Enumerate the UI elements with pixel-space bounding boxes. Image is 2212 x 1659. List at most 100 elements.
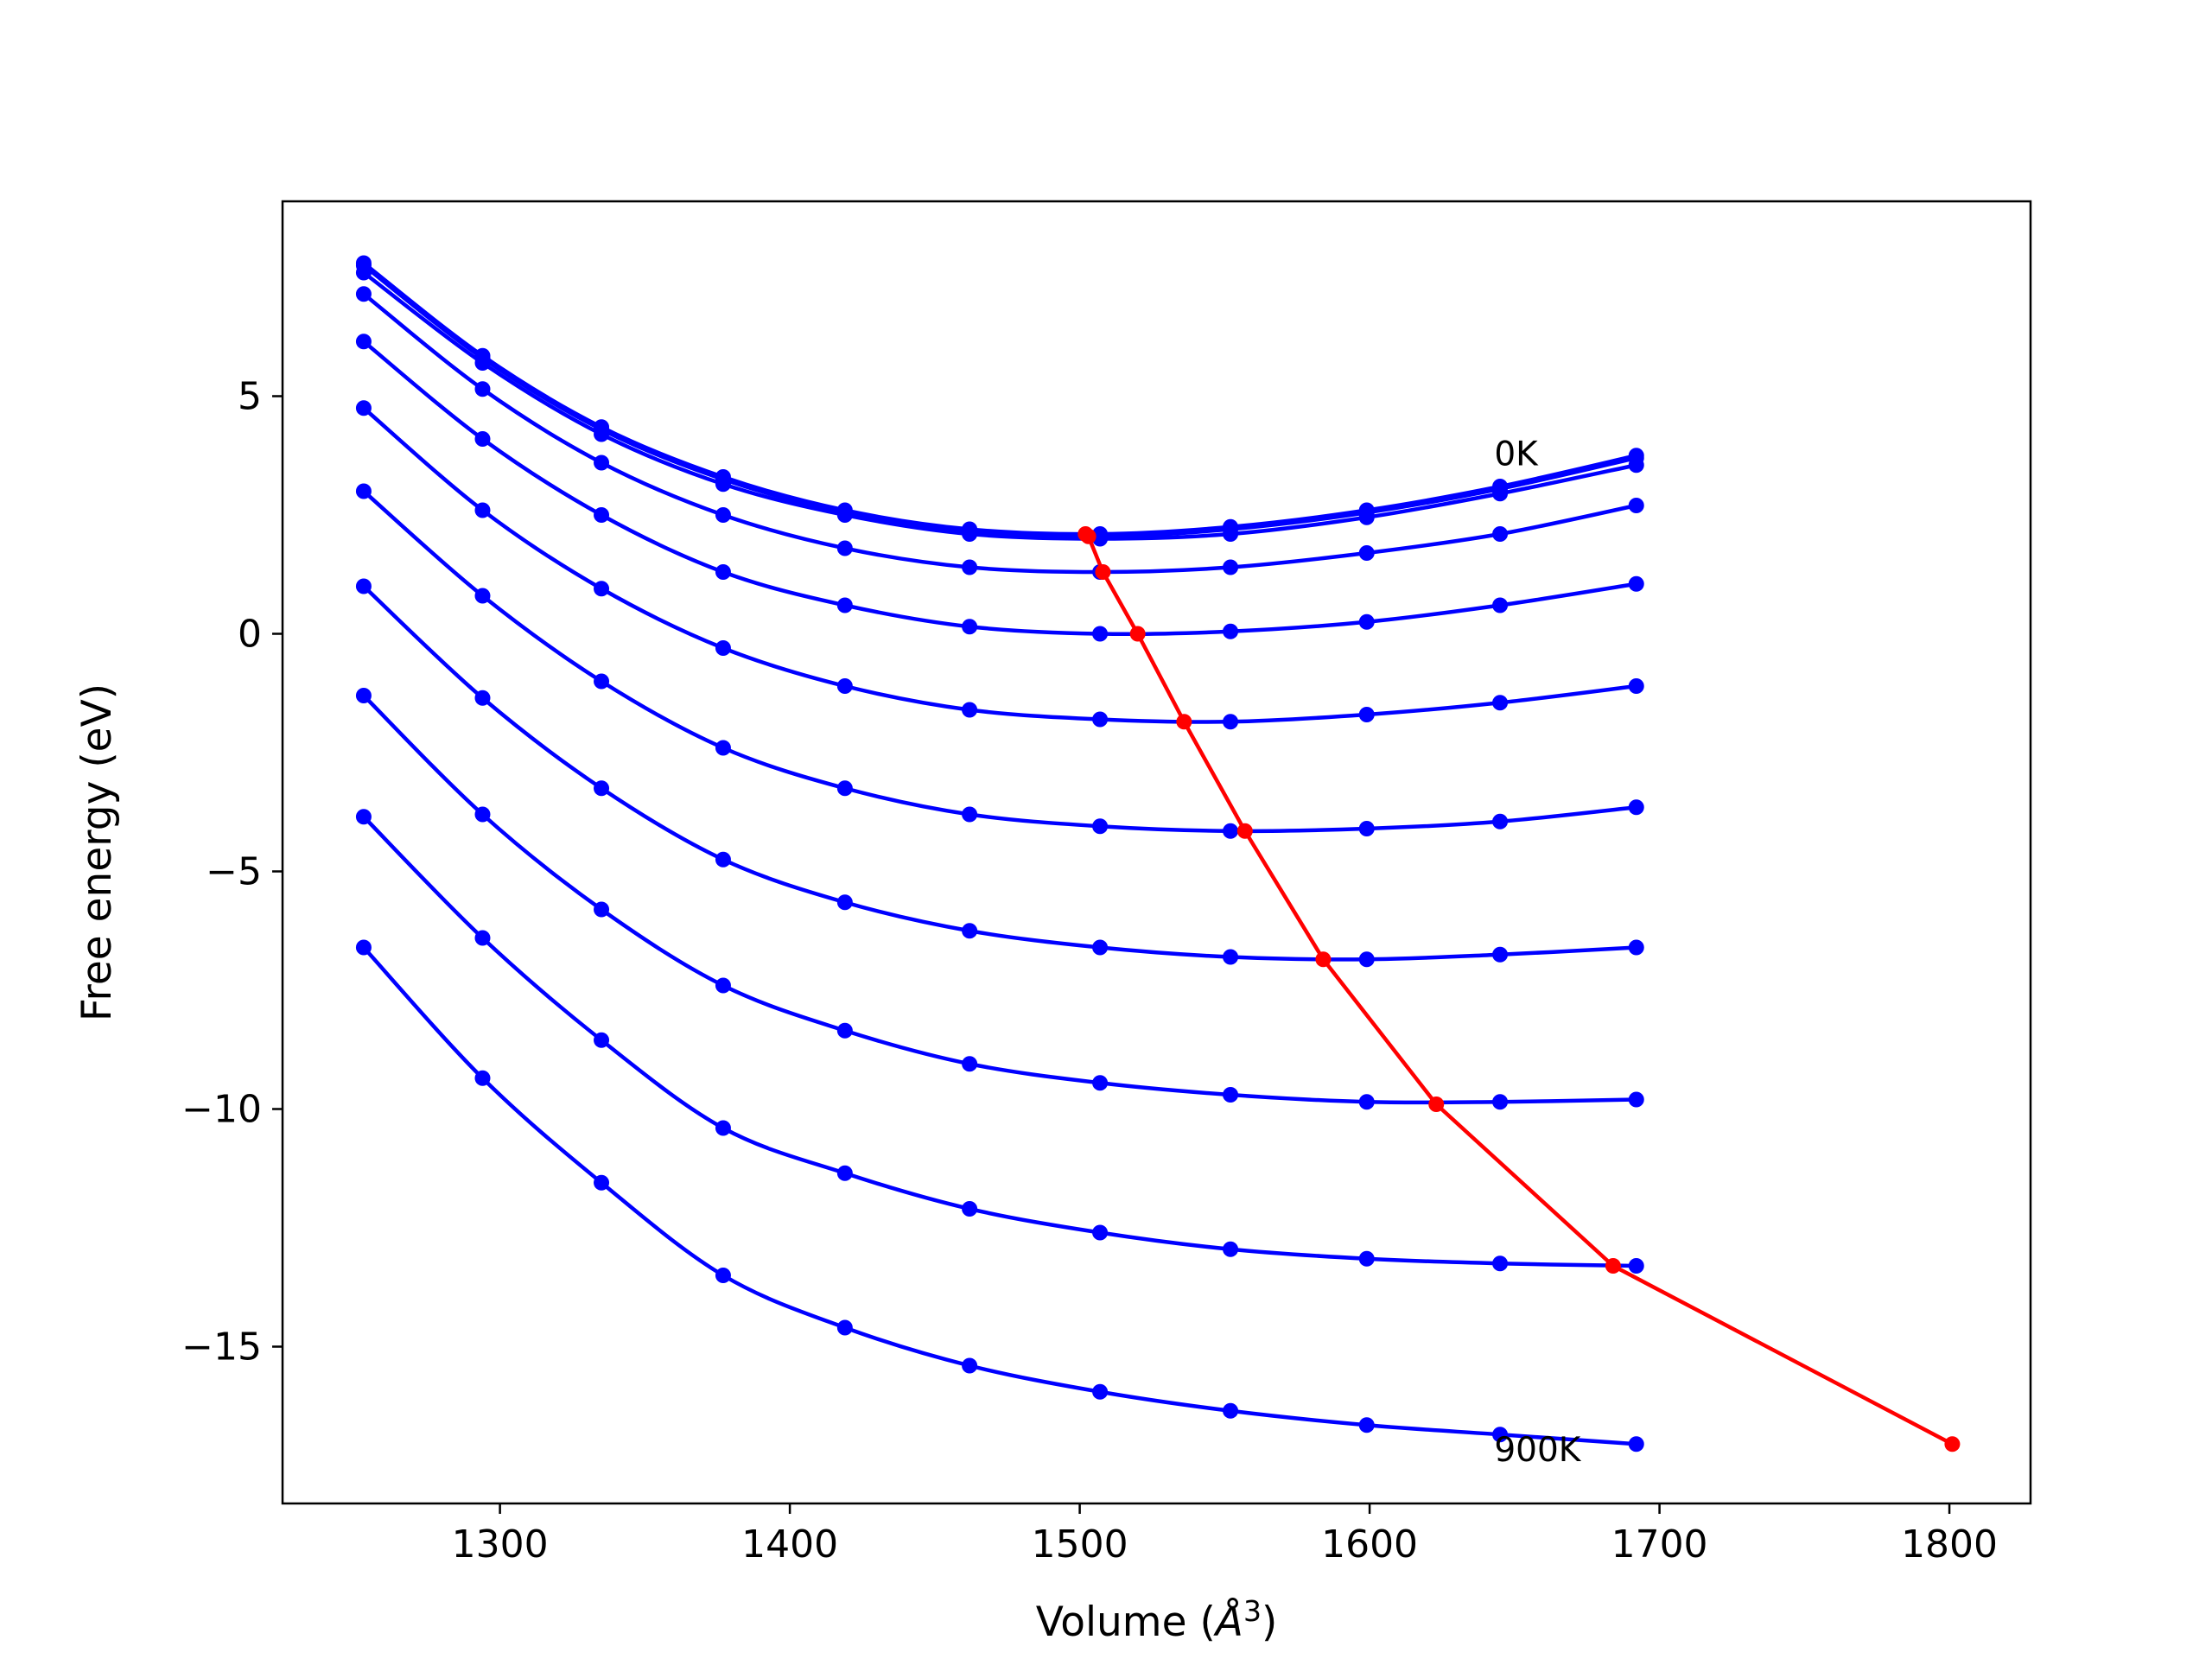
data-point xyxy=(1492,1427,1509,1443)
minima-point xyxy=(1944,1436,1961,1452)
data-point xyxy=(1358,1250,1375,1267)
data-point xyxy=(355,809,372,825)
data-point xyxy=(1092,1383,1109,1400)
series-line xyxy=(362,945,1637,1446)
data-point xyxy=(962,1357,978,1374)
data-point xyxy=(594,454,610,471)
data-point xyxy=(594,581,610,597)
data-point xyxy=(962,526,978,542)
data-point xyxy=(474,502,491,518)
data-point xyxy=(962,923,978,939)
data-point xyxy=(836,780,853,797)
data-point xyxy=(474,431,491,447)
data-point xyxy=(962,702,978,718)
data-point xyxy=(355,578,372,594)
data-point xyxy=(1358,613,1375,630)
data-point xyxy=(1492,695,1509,711)
data-point xyxy=(715,740,731,756)
data-point xyxy=(1492,597,1509,613)
data-point xyxy=(1358,1094,1375,1110)
data-point xyxy=(594,1032,610,1048)
minima-point xyxy=(1095,564,1111,580)
x-axis-label-text: Volume ( xyxy=(1036,1599,1216,1646)
series-3 xyxy=(355,286,1644,580)
data-point xyxy=(962,559,978,575)
data-point xyxy=(1492,946,1509,963)
x-axis-label-close: ) xyxy=(1262,1599,1277,1646)
series-7 xyxy=(355,578,1644,968)
data-point xyxy=(1092,711,1109,728)
data-point xyxy=(1358,707,1375,722)
minima-point xyxy=(1315,951,1332,968)
data-point xyxy=(715,977,731,994)
series-5 xyxy=(355,400,1644,730)
data-point xyxy=(355,286,372,302)
data-point xyxy=(836,540,853,556)
data-point xyxy=(836,507,853,523)
series-2 xyxy=(355,264,1644,547)
y-tick-label: 5 xyxy=(238,375,262,419)
data-point xyxy=(474,588,491,604)
data-point xyxy=(1492,486,1509,502)
data-point xyxy=(715,1120,731,1136)
minima-line-series xyxy=(1077,526,1961,1452)
x-tick-label: 1800 xyxy=(1901,1522,1998,1567)
series-4 xyxy=(355,334,1644,642)
data-point xyxy=(836,597,853,613)
x-tick-label: 1700 xyxy=(1611,1522,1708,1567)
data-point xyxy=(1628,1091,1644,1108)
series-6 xyxy=(355,483,1644,839)
data-point xyxy=(1628,678,1644,694)
data-point xyxy=(962,1201,978,1217)
minima-point xyxy=(1129,626,1146,642)
data-point xyxy=(474,930,491,946)
data-point xyxy=(1223,1241,1239,1257)
data-point xyxy=(594,507,610,523)
data-point xyxy=(1628,1436,1644,1452)
data-point xyxy=(474,355,491,371)
data-point xyxy=(355,264,372,281)
data-point xyxy=(1628,457,1644,474)
data-point xyxy=(355,939,372,956)
data-point xyxy=(355,483,372,499)
data-point xyxy=(1628,498,1644,513)
y-tick-label: −5 xyxy=(206,850,262,894)
data-point xyxy=(715,564,731,580)
data-point xyxy=(1628,939,1644,956)
data-point xyxy=(836,1022,853,1039)
annotations: 0K 900K xyxy=(1494,435,1581,1470)
data-point xyxy=(1223,823,1239,839)
data-point xyxy=(836,1165,853,1181)
x-axis-label-unit: Å xyxy=(1213,1599,1243,1646)
data-point xyxy=(715,476,731,493)
data-point xyxy=(962,806,978,823)
data-point xyxy=(1092,531,1109,547)
data-point xyxy=(1358,509,1375,525)
minima-point xyxy=(1605,1258,1621,1274)
series-10 xyxy=(355,939,1644,1452)
x-axis: 1300 1400 1500 1600 1700 1800 xyxy=(452,1503,1998,1567)
temperature-annotation: 900K xyxy=(1494,1431,1581,1470)
data-point xyxy=(1223,623,1239,639)
plot-area xyxy=(355,255,1961,1452)
data-point xyxy=(474,690,491,706)
data-point xyxy=(1628,799,1644,816)
y-axis-label: Free energy (eV) xyxy=(73,683,121,1021)
series-line xyxy=(362,815,1637,1268)
series-9 xyxy=(355,809,1644,1274)
data-point xyxy=(1092,626,1109,642)
data-point xyxy=(836,894,853,911)
data-point xyxy=(355,688,372,703)
data-point xyxy=(474,806,491,823)
minima-point xyxy=(1080,528,1096,544)
data-point xyxy=(1492,1094,1509,1110)
data-point xyxy=(1628,1258,1644,1274)
y-tick-label: −10 xyxy=(181,1088,262,1132)
data-point xyxy=(474,381,491,397)
data-point xyxy=(962,1056,978,1072)
data-point xyxy=(1092,818,1109,835)
x-axis-label-exponent: 3 xyxy=(1243,1594,1262,1628)
data-point xyxy=(1223,1087,1239,1103)
data-point xyxy=(594,426,610,442)
